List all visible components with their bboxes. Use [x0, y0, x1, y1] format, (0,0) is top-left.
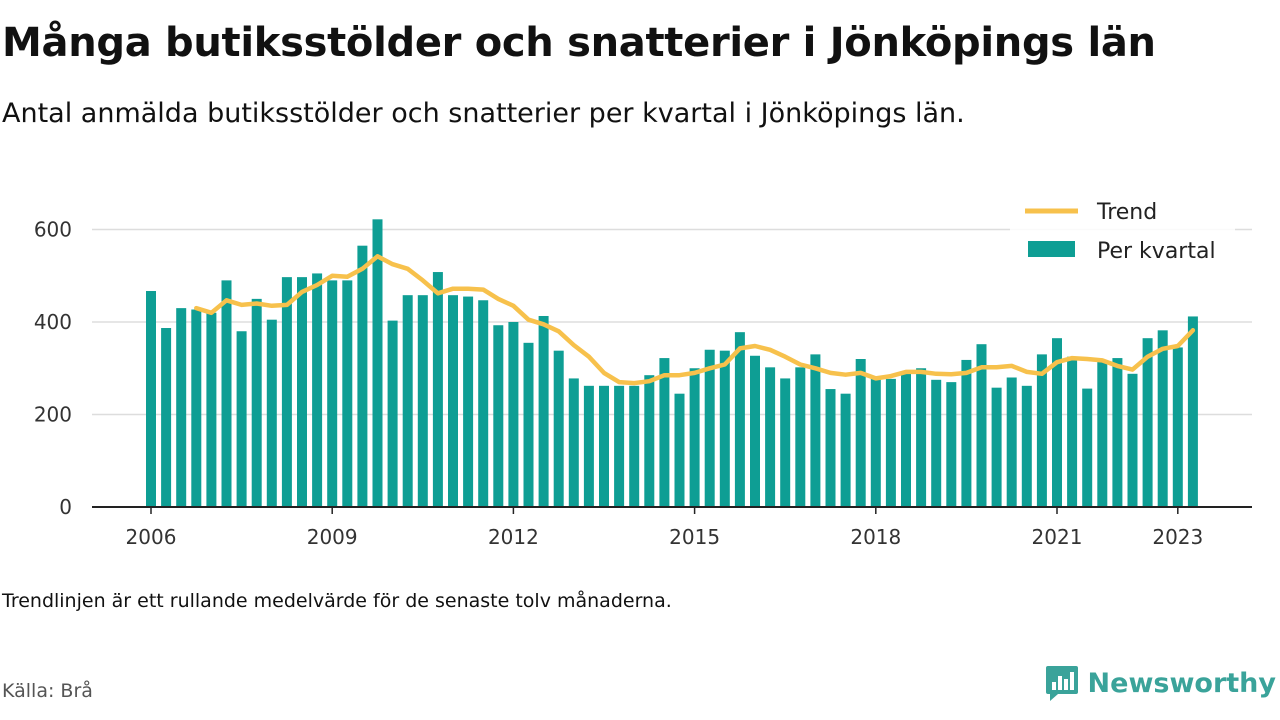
bar [1127, 373, 1138, 507]
bar [1067, 356, 1078, 507]
bar [206, 312, 217, 507]
y-tick-label: 0 [59, 495, 72, 519]
x-tick-label: 2006 [126, 525, 177, 549]
bar [266, 319, 277, 507]
newsworthy-logo-icon [1045, 666, 1078, 701]
bar [840, 393, 851, 507]
bar [1006, 377, 1017, 507]
bar [478, 300, 489, 507]
x-tick-label: 2012 [488, 525, 539, 549]
bar [946, 382, 957, 507]
bar [916, 368, 927, 507]
bar [1036, 354, 1047, 507]
bar [297, 277, 307, 507]
bar [976, 344, 987, 507]
chart: 0 200 400 600 2006 2009 2012 2015 2018 2021 2023 Tr… [34, 194, 1252, 549]
bar [372, 219, 383, 507]
bar [704, 349, 715, 507]
brand-name: Newsworthy [1087, 667, 1276, 699]
bar [508, 322, 519, 507]
bar [750, 355, 760, 507]
bar [387, 320, 398, 507]
bar [432, 272, 443, 507]
bar [463, 296, 474, 507]
bar [734, 332, 745, 507]
bar [568, 378, 579, 507]
bar [221, 280, 232, 507]
bar [553, 350, 564, 507]
bar [146, 291, 156, 507]
x-tick-label: 2021 [1032, 525, 1083, 549]
bar [327, 280, 338, 507]
legend-label-per-kvartal: Per kvartal [1097, 239, 1216, 264]
bar [448, 295, 458, 507]
bar [674, 393, 685, 507]
bar [1021, 385, 1032, 507]
trend-line [194, 254, 1196, 386]
chart-subtitle: Antal anmälda butiksstölder och snatteri… [2, 98, 965, 129]
bar [251, 298, 262, 507]
brand-logo: Newsworthy [1044, 664, 1276, 702]
bar [417, 295, 428, 507]
bar [780, 378, 791, 507]
bar [961, 359, 972, 507]
y-tick-label: 400 [34, 310, 72, 334]
bar [870, 377, 881, 507]
source-text: Källa: Brå [2, 680, 93, 702]
bar [931, 379, 942, 507]
bar [1097, 360, 1108, 507]
bar [614, 385, 625, 507]
bar [901, 372, 911, 507]
y-tick-label: 600 [34, 218, 72, 242]
bar [719, 350, 730, 507]
bar [176, 308, 187, 507]
bar [236, 331, 247, 507]
x-tick-label: 2023 [1152, 525, 1203, 549]
bar [583, 385, 594, 507]
bar [855, 359, 866, 507]
bar [689, 368, 700, 507]
bar [795, 367, 806, 507]
bar [1157, 330, 1168, 507]
bar [991, 387, 1002, 507]
bar [885, 378, 896, 507]
bar [191, 309, 202, 507]
bar [281, 277, 292, 507]
legend-bar-swatch [1028, 241, 1075, 257]
bar [493, 325, 504, 507]
bar [523, 342, 534, 507]
bar [644, 375, 655, 507]
x-tick-label: 2015 [669, 525, 720, 549]
x-tick-label: 2018 [850, 525, 901, 549]
bar [629, 385, 640, 507]
chart-title: Många butiksstölder och snatterier i Jön… [2, 20, 1156, 66]
bar [810, 354, 821, 507]
bar [1187, 316, 1198, 507]
bar [1082, 388, 1093, 507]
bar [599, 385, 609, 507]
bar [1052, 338, 1062, 507]
trend-note: Trendlinjen är ett rullande medelvärde f… [2, 590, 672, 612]
bar [161, 328, 172, 507]
bar [342, 280, 353, 507]
y-tick-label: 200 [34, 403, 72, 427]
bar [1112, 358, 1123, 507]
bar [538, 315, 549, 507]
bar [1142, 338, 1153, 507]
bar [1172, 347, 1183, 507]
bar [357, 245, 368, 507]
bar [825, 389, 836, 507]
legend-background [1010, 194, 1235, 274]
bar [402, 295, 413, 507]
bar [765, 367, 776, 507]
bar [312, 273, 323, 507]
bar [659, 358, 670, 507]
x-tick-label: 2009 [307, 525, 358, 549]
legend-label-trend: Trend [1096, 200, 1157, 225]
